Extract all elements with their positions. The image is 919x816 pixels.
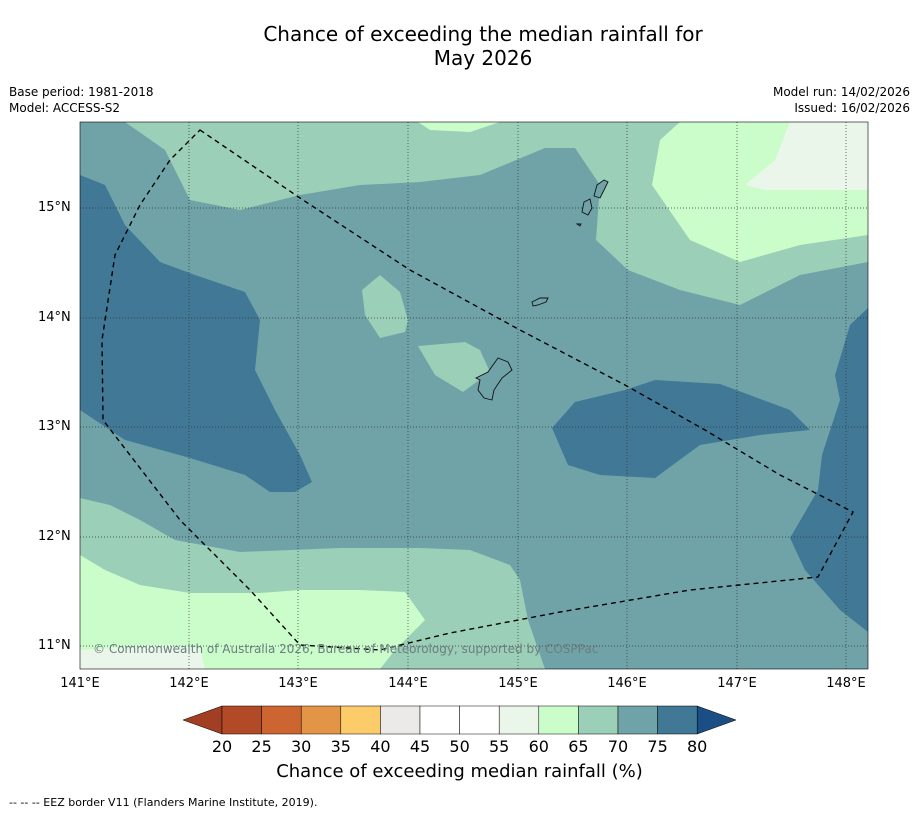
band-65-70-island2 [418, 342, 490, 392]
lon-label-146e: 146°E [607, 676, 647, 691]
island-rota [531, 297, 549, 307]
lat-label-15n: 15°N [38, 200, 71, 215]
lat-label-13n: 13°N [38, 419, 71, 434]
colorbar-60-65 [538, 705, 579, 735]
colorbar-35-40 [340, 705, 381, 735]
land-islands [474, 179, 609, 401]
lat-label-12n: 12°N [38, 529, 71, 544]
title-line-2: May 2026 [433, 46, 533, 70]
colorbar-tick-75: 75 [647, 737, 668, 756]
colorbar-tick-65: 65 [568, 737, 589, 756]
colorbar-label: Chance of exceeding median rainfall (%) [276, 761, 643, 782]
meta-right: Model run: 14/02/2026 Issued: 16/02/2026 [773, 84, 910, 116]
lat-label-14n: 14°N [38, 310, 71, 325]
lon-label-147e: 147°E [717, 676, 757, 691]
colorbar-tick-20: 20 [211, 737, 233, 756]
eez-border [101, 129, 854, 651]
island-tinian [581, 198, 593, 216]
colorbar-tick-45: 45 [409, 737, 431, 756]
colorbar-70-75 [617, 705, 658, 735]
colorbar-tick-80: 80 [687, 737, 708, 756]
map-frame [79, 121, 869, 670]
eez-footnote: -- -- -- EEZ border V11 (Flanders Marine… [9, 796, 318, 809]
model-name: Model: ACCESS-S2 [9, 101, 121, 115]
colorbar-30-35 [300, 705, 342, 735]
colorbar-tick-30: 30 [291, 737, 312, 756]
colorbar-tick-50: 50 [449, 737, 470, 756]
band-55-60-bottomleft [80, 645, 205, 669]
chart-title: Chance of exceeding the median rainfall … [0, 22, 919, 70]
lon-label-145e: 145°E [498, 676, 538, 691]
colorbar-over [696, 705, 737, 735]
colorbar-tick-55: 55 [489, 737, 510, 756]
island-aguijan [575, 223, 582, 227]
issued-date: Issued: 16/02/2026 [794, 101, 910, 115]
lon-label-148e: 148°E [826, 676, 866, 691]
map-area: © Commonwealth of Australia 2026, Bureau… [80, 122, 868, 669]
lon-label-141e: 141°E [60, 676, 100, 691]
colorbar-40-45 [380, 705, 421, 735]
colorbar-55-60 [498, 705, 540, 735]
colorbar-50-55 [459, 705, 500, 735]
colorbar [182, 705, 737, 735]
colorbar-tick-35: 35 [330, 737, 351, 756]
lon-label-143e: 143°E [278, 676, 318, 691]
colorbar-20-25 [221, 705, 262, 735]
colorbar-tick-70: 70 [607, 737, 629, 756]
band-75-80-left [80, 175, 312, 492]
band-55-60-topright [745, 122, 868, 190]
colorbar-tick-25: 25 [251, 737, 272, 756]
base-period: Base period: 1981-2018 [9, 85, 154, 99]
band-75-80-center [552, 380, 810, 478]
copyright-notice: © Commonwealth of Australia 2026, Bureau… [93, 642, 598, 656]
colorbar-65-70 [578, 705, 619, 735]
colorbar-75-80 [657, 705, 698, 735]
lon-label-142e: 142°E [169, 676, 209, 691]
gridlines [80, 122, 868, 669]
island-saipan [593, 179, 609, 199]
band-60-65-bottom [80, 555, 425, 669]
island-guam [474, 357, 513, 401]
model-run: Model run: 14/02/2026 [772, 85, 910, 99]
colorbar-tick-60: 60 [528, 737, 549, 756]
colorbar-tick-40: 40 [370, 737, 391, 756]
colorbar-25-30 [261, 705, 302, 735]
band-65-70-island1 [362, 275, 408, 338]
colorbar-under [182, 705, 223, 735]
title-line-1: Chance of exceeding the median rainfall … [263, 22, 703, 46]
lon-label-144e: 144°E [388, 676, 428, 691]
meta-left: Base period: 1981-2018 Model: ACCESS-S2 [9, 84, 154, 116]
colorbar-45-50 [419, 705, 460, 735]
band-60-65-top [418, 122, 500, 132]
band-75-80-right [790, 308, 868, 632]
lat-label-11n: 11°N [38, 638, 71, 653]
